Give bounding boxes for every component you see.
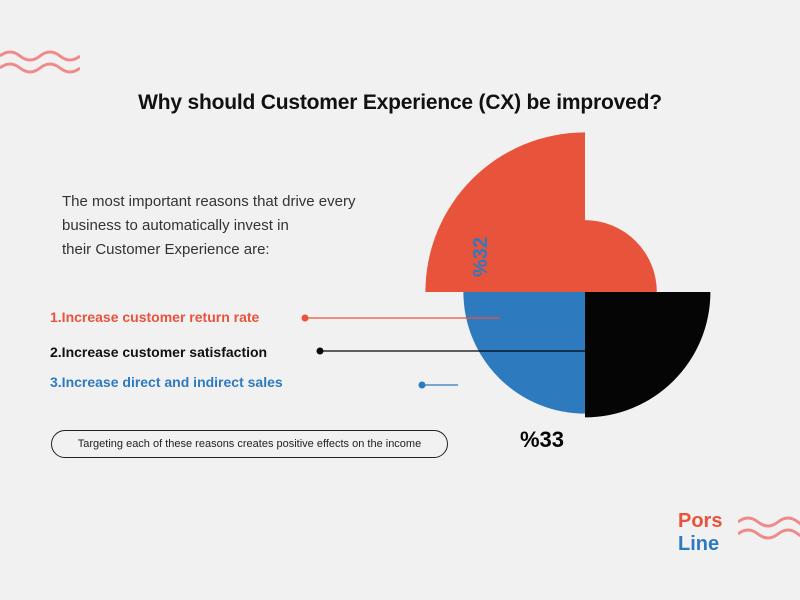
value-label-return-rate: %42 <box>596 262 640 287</box>
legend-item-sales: 3.Increase direct and indirect sales <box>50 374 283 390</box>
logo-line-2: Line <box>678 533 720 555</box>
logo: Pors Line <box>678 510 722 556</box>
wave-decoration-bottom-right <box>738 516 800 540</box>
wave-decoration-top-left <box>0 50 80 74</box>
note-box: Targeting each of these reasons creates … <box>51 430 448 458</box>
legend-item-return-rate: 1.Increase customer return rate <box>50 309 260 325</box>
logo-line-1: Pors <box>678 510 723 532</box>
value-label-sales: %32 <box>470 237 492 277</box>
legend-item-satisfaction: 2.Increase customer satisfaction <box>50 344 268 360</box>
intro-line-1: The most important reasons that drive ev… <box>62 193 356 210</box>
leader-dot-sales <box>418 381 426 389</box>
sector-return-rate-inner <box>585 220 657 292</box>
leader-dot-satisfaction <box>316 347 324 355</box>
note-text: Targeting each of these reasons creates … <box>77 438 422 450</box>
page-title: Why should Customer Experience (CX) be i… <box>138 91 662 114</box>
intro-line-3: their Customer Experience are: <box>62 241 270 258</box>
sector-satisfaction <box>585 292 711 418</box>
value-label-satisfaction: %33 <box>520 427 564 452</box>
intro-line-2: business to automatically invest in <box>62 217 289 234</box>
leader-dot-return-rate <box>301 314 309 322</box>
intro-text: The most important reasons that drive ev… <box>62 190 392 262</box>
sector-return-rate <box>425 132 585 292</box>
sector-sales <box>463 292 585 414</box>
